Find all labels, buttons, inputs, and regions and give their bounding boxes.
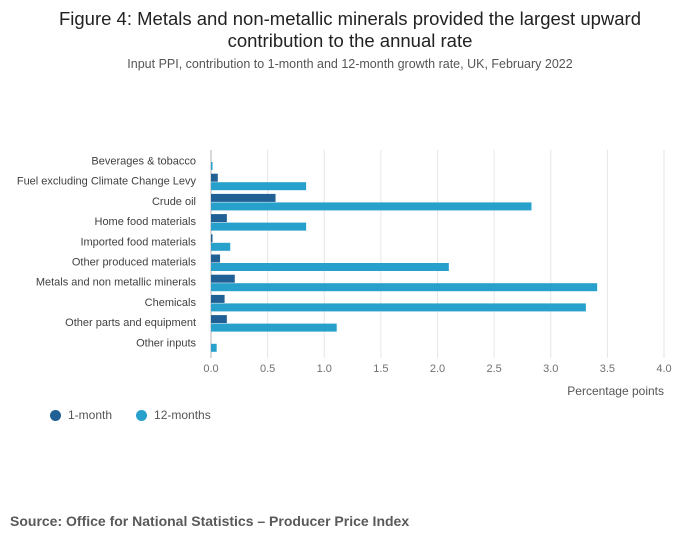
bar-12-months [211,263,449,271]
legend-label-12-months: 12-months [154,408,211,422]
x-axis-title: Percentage points [567,384,664,398]
bar-12-months [211,222,307,231]
x-tick-label: 4.0 [656,363,671,375]
category-label: Home food materials [95,216,197,228]
bar-12-months [211,283,598,292]
bar-12-months [211,343,217,352]
bar-1-month [211,274,235,283]
legend-item-12-months[interactable]: 12-months [136,408,211,422]
category-label: Beverages & tobacco [91,156,196,168]
legend-swatch-1-month [50,409,61,421]
bar-1-month [211,173,218,182]
x-tick-label: 0.0 [203,363,218,375]
bar-1-month [211,214,227,223]
x-tick-label: 2.0 [430,363,445,375]
bar-chart: 0.0 0.5 1.0 1.5 2.0 2.5 3.0 3.5 4.0 Beverages & t… [17,150,672,398]
legend-item-1-month[interactable]: 1-month [50,408,112,422]
category-label: Other parts and equipment [65,317,196,329]
category-label: Other produced materials [72,257,197,269]
category-label: Imported food materials [80,236,196,248]
x-tick-label: 3.5 [600,363,615,375]
bar-12-months [211,162,213,170]
bar-1-month [211,234,213,243]
x-tick-label: 0.5 [260,363,275,375]
category-label: Crude oil [152,196,196,208]
category-label: Chemicals [145,297,197,309]
category-label: Metals and non metallic minerals [36,277,197,289]
category-label: Other inputs [136,337,196,349]
bar-1-month [211,193,276,202]
chart-title: Figure 4: Metals and non-metallic minera… [58,8,641,51]
bar-1-month [211,254,221,263]
category-label: Fuel excluding Climate Change Levy [17,176,197,188]
bar-12-months [211,182,307,191]
bar-12-months [211,323,337,332]
x-tick-label: 3.0 [543,363,558,375]
chart-legend: 1-month 12-months [50,408,211,422]
bar-1-month [211,294,225,303]
bar-12-months [211,202,532,211]
chart-subtitle: Input PPI, contribution to 1-month and 1… [127,57,573,71]
bar-12-months [211,242,231,251]
x-tick-label: 1.5 [373,363,388,375]
legend-label-1-month: 1-month [68,408,113,422]
bar-1-month [211,315,227,324]
x-tick-label: 2.5 [486,363,501,375]
x-tick-label: 1.0 [317,363,332,375]
source-note: Source: Office for National Statistics –… [10,513,410,529]
bar-12-months [211,303,586,312]
legend-swatch-12-months [136,409,148,421]
